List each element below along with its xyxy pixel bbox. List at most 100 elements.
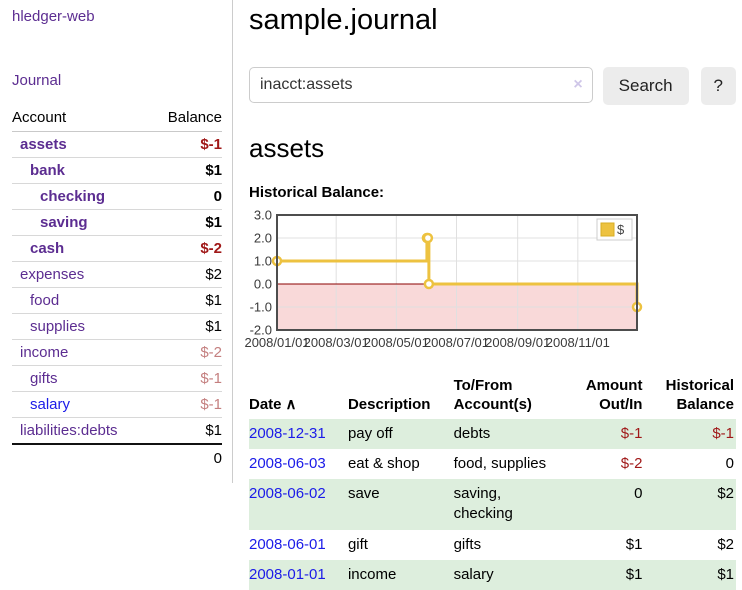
transaction-date-link[interactable]: 2008-06-01 [249, 535, 326, 553]
account-row: assets $-1 [12, 131, 222, 158]
search-box: × [249, 67, 593, 105]
account-link-gifts[interactable]: gifts [30, 370, 58, 387]
account-balance: $-2 [150, 235, 222, 262]
transaction-description: income [347, 565, 397, 583]
account-row: food $1 [12, 287, 222, 314]
help-button[interactable]: ? [700, 67, 736, 105]
transaction-amount: 0 [634, 485, 643, 502]
transaction-accounts: debts [453, 424, 491, 442]
column-header-accounts: To/From Account(s) [453, 377, 532, 413]
svg-text:3.0: 3.0 [254, 208, 272, 223]
account-link-salary[interactable]: salary [30, 396, 71, 413]
column-header-date[interactable]: Date ∧ [249, 395, 297, 413]
transaction-amount: $-1 [620, 424, 643, 442]
transaction-balance: $2 [717, 485, 734, 502]
account-balance: $-1 [150, 391, 222, 418]
account-row: salary $-1 [12, 391, 222, 418]
svg-text:-2.0: -2.0 [250, 323, 272, 338]
account-link-saving[interactable]: saving [40, 214, 88, 231]
transaction-balance: 0 [725, 454, 734, 472]
sort-asc-icon: ∧ [285, 395, 297, 413]
account-balance: $2 [150, 261, 222, 288]
svg-text:2008/09/01: 2008/09/01 [485, 335, 550, 350]
search-button[interactable]: Search [602, 67, 689, 105]
svg-text:2008/07/01: 2008/07/01 [424, 335, 489, 350]
sidebar-nav: Journal [12, 72, 222, 90]
accounts-header-row: Account Balance [12, 106, 222, 132]
transaction-accounts: salary [453, 565, 494, 583]
transactions-header-row: Date ∧ Description To/From Account(s) Amo… [249, 375, 736, 419]
app-title-link[interactable]: hledger-web [12, 8, 95, 25]
main-content: sample.journal × Search ? assets Histori… [233, 0, 742, 590]
svg-text:2008/01/01: 2008/01/01 [244, 335, 309, 350]
account-row: expenses $2 [12, 261, 222, 288]
transaction-date-link[interactable]: 2008-06-02 [249, 485, 326, 502]
account-heading: assets [249, 133, 325, 163]
account-balance: $1 [150, 287, 222, 314]
transaction-row: 2008-12-31 pay off debts $-1 $-1 [249, 418, 736, 449]
account-row: checking 0 [12, 183, 222, 210]
transaction-row: 2008-06-02 save saving, checking 0 $2 [249, 479, 736, 530]
transaction-accounts: gifts [453, 535, 482, 553]
transaction-amount: $-2 [620, 454, 643, 472]
transaction-date-link[interactable]: 2008-01-01 [249, 565, 326, 583]
account-link-supplies[interactable]: supplies [30, 318, 86, 335]
page-title: sample.journal [249, 4, 438, 36]
account-row: cash $-2 [12, 235, 222, 262]
account-row: liabilities:debts $1 [12, 418, 222, 445]
svg-text:-1.0: -1.0 [250, 300, 272, 315]
account-link-checking[interactable]: checking [40, 188, 106, 205]
transaction-date-link[interactable]: 2008-06-03 [249, 454, 326, 472]
accounts-header-balance: Balance [150, 106, 222, 132]
clear-search-icon[interactable]: × [573, 76, 583, 93]
transaction-description: save [347, 485, 380, 502]
column-header-description: Description [347, 395, 431, 413]
search-form: × Search ? [249, 67, 736, 105]
svg-text:$: $ [617, 222, 625, 237]
accounts-table: Account Balance assets $-1 bank $1 check… [12, 106, 222, 471]
transaction-amount: $1 [625, 565, 643, 583]
transaction-accounts: food, supplies [453, 454, 547, 472]
account-link-expenses[interactable]: expenses [20, 266, 85, 283]
search-input[interactable] [249, 67, 593, 103]
transaction-accounts: saving, checking [453, 485, 513, 523]
accounts-total-row: 0 [12, 443, 222, 471]
sidebar-item-journal[interactable]: Journal [12, 72, 62, 89]
transaction-date-link[interactable]: 2008-12-31 [249, 424, 326, 442]
account-row: saving $1 [12, 209, 222, 236]
account-row: income $-2 [12, 339, 222, 366]
svg-text:2.0: 2.0 [254, 231, 272, 246]
svg-text:0.0: 0.0 [254, 277, 272, 292]
transaction-balance: $2 [717, 535, 734, 553]
account-balance: $1 [150, 157, 222, 184]
svg-text:2008/05/01: 2008/05/01 [364, 335, 429, 350]
transaction-description: gift [347, 535, 368, 553]
svg-text:2008/03/01: 2008/03/01 [304, 335, 369, 350]
account-link-cash[interactable]: cash [30, 240, 65, 257]
account-link-bank[interactable]: bank [30, 162, 66, 179]
account-balance: $-1 [150, 365, 222, 392]
account-link-food[interactable]: food [30, 292, 60, 309]
transaction-amount: $1 [625, 535, 643, 553]
svg-text:2008/11/01: 2008/11/01 [546, 335, 610, 350]
accounts-header-account: Account [12, 106, 151, 132]
account-row: supplies $1 [12, 313, 222, 340]
account-balance: 0 [150, 183, 222, 210]
sidebar: hledger-web Journal Account Balance asse… [0, 0, 233, 483]
chart-label: Historical Balance: [249, 184, 385, 201]
account-link-income[interactable]: income [20, 344, 69, 361]
svg-text:1.0: 1.0 [254, 254, 272, 269]
transaction-balance: $-1 [712, 424, 734, 442]
account-balance: $-2 [150, 339, 222, 366]
column-header-balance: Historical Balance [665, 377, 734, 413]
account-balance: $1 [150, 209, 222, 236]
account-balance: $-1 [150, 131, 222, 158]
column-header-amount: Amount Out/In [585, 377, 643, 413]
account-link-liabilities-debts[interactable]: liabilities:debts [20, 422, 118, 439]
account-link-assets[interactable]: assets [20, 136, 67, 153]
account-balance: $1 [205, 422, 222, 439]
account-row: gifts $-1 [12, 365, 222, 392]
account-row: bank $1 [12, 157, 222, 184]
historical-balance-chart: $3.0 2.0 1.0 0.0 -1.0 -2.02008/01/012008/03/0… [244, 208, 643, 350]
